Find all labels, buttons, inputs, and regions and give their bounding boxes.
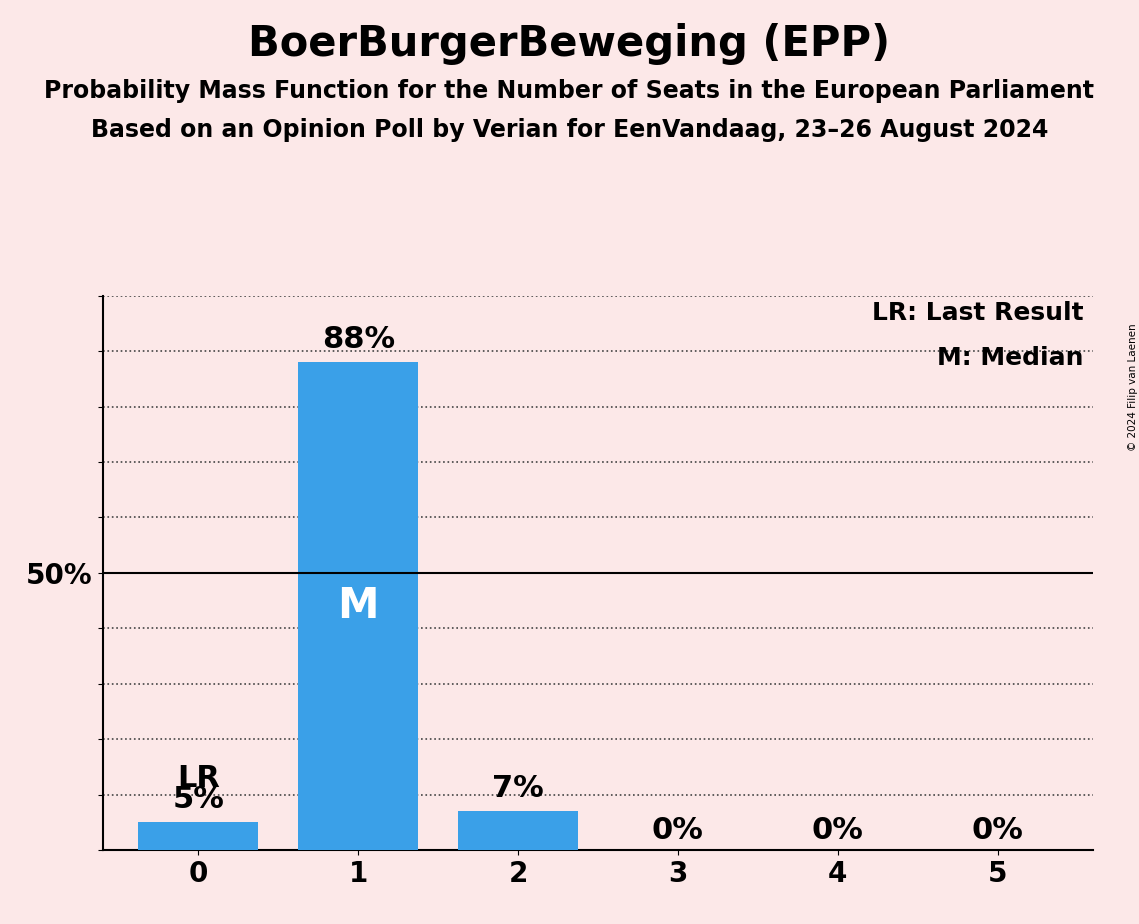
Text: M: Median: M: Median — [937, 346, 1083, 370]
Text: 7%: 7% — [492, 774, 544, 803]
Text: 5%: 5% — [172, 785, 224, 814]
Text: LR: LR — [177, 763, 220, 793]
Text: BoerBurgerBeweging (EPP): BoerBurgerBeweging (EPP) — [248, 23, 891, 65]
Text: 0%: 0% — [812, 816, 863, 845]
Bar — [458, 811, 577, 850]
Text: M: M — [337, 585, 379, 627]
Text: 88%: 88% — [321, 325, 395, 354]
Text: 0%: 0% — [972, 816, 1024, 845]
Text: © 2024 Filip van Laenen: © 2024 Filip van Laenen — [1129, 323, 1138, 451]
Text: 0%: 0% — [652, 816, 704, 845]
Text: Probability Mass Function for the Number of Seats in the European Parliament: Probability Mass Function for the Number… — [44, 79, 1095, 103]
Bar — [139, 822, 259, 850]
Bar — [298, 362, 418, 850]
Text: Based on an Opinion Poll by Verian for EenVandaag, 23–26 August 2024: Based on an Opinion Poll by Verian for E… — [91, 118, 1048, 142]
Text: LR: Last Result: LR: Last Result — [872, 301, 1083, 325]
